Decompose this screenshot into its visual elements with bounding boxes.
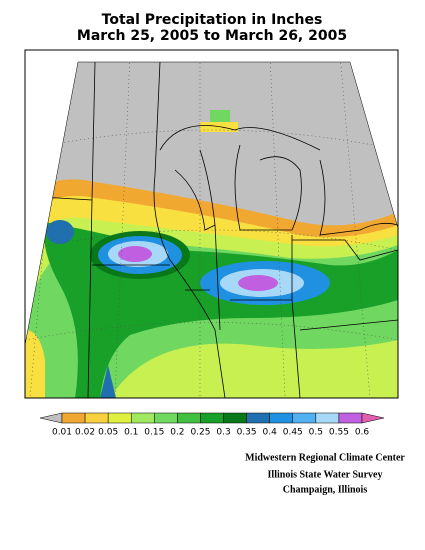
colorbar-low [39, 412, 63, 424]
colorbar-bin [177, 412, 201, 424]
credit-line: Champaign, Illinois [283, 484, 368, 495]
colorbar-bin [130, 412, 155, 424]
colorbar-label: 0.2 [170, 428, 184, 438]
colorbar-label: 0.25 [190, 428, 210, 438]
colorbar-label: 0.45 [283, 428, 303, 438]
title-line: Total Precipitation in Inches [102, 12, 323, 28]
colorbar-label: 0.35 [237, 428, 257, 438]
colorbar-bin [269, 412, 294, 424]
colorbar-bin [154, 412, 178, 424]
colorbar-label: 0.4 [263, 428, 278, 438]
colorbar-bin [200, 412, 224, 424]
title-line: March 25, 2005 to March 26, 2005 [77, 28, 347, 44]
colorbar-label: 0.6 [355, 428, 370, 438]
colorbar-bin [246, 412, 270, 424]
colorbar-label: 0.5 [309, 428, 323, 438]
colorbar-bin [223, 412, 247, 424]
colorbar-label: 0.15 [144, 428, 164, 438]
credit-line: Illinois State Water Survey [268, 469, 383, 480]
colorbar-bin [338, 412, 363, 424]
colorbar-bin [107, 412, 132, 424]
colorbar-bin [315, 412, 340, 424]
colorbar-label: 0.02 [75, 428, 95, 438]
colorbar-label: 0.55 [329, 428, 349, 438]
colorbar-label: 0.1 [124, 428, 138, 438]
colorbar-bin [292, 412, 317, 424]
colorbar-bin [84, 412, 109, 424]
precip-map [25, 62, 398, 398]
colorbar-label: 0.3 [216, 428, 230, 438]
colorbar-high [361, 412, 385, 424]
colorbar-label: 0.05 [98, 428, 118, 438]
credit-line: Midwestern Regional Climate Center [245, 452, 405, 463]
colorbar-bin [61, 412, 86, 424]
colorbar-label: 0.01 [52, 428, 72, 438]
